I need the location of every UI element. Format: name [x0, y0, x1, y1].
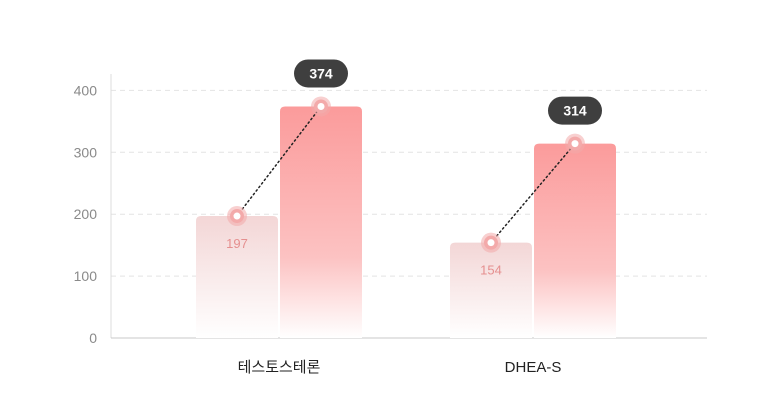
- y-tick-label: 400: [74, 82, 98, 98]
- data-label-before: 154: [480, 263, 502, 278]
- bar-after: [534, 143, 616, 338]
- marker-after: [311, 96, 331, 117]
- marker-dot: [317, 102, 325, 110]
- change-connector: [236, 105, 322, 217]
- data-label-after: 314: [563, 103, 587, 119]
- bars: [196, 106, 616, 338]
- bar-after: [280, 106, 362, 338]
- badge-bg: [294, 59, 348, 88]
- markers: [227, 96, 585, 253]
- bar-before: [196, 216, 278, 338]
- y-tick-label: 300: [74, 144, 98, 160]
- data-label-after: 374: [309, 65, 333, 81]
- x-tick-label: DHEA-S: [505, 359, 562, 376]
- marker-after: [565, 133, 585, 154]
- x-tick-label: 테스토스테론: [238, 359, 321, 376]
- y-tick-label: 0: [89, 330, 97, 346]
- change-connector: [490, 142, 576, 244]
- y-tick-label: 100: [74, 268, 98, 284]
- connectors: [236, 105, 576, 244]
- marker-dot: [571, 140, 579, 148]
- data-label-before: 197: [226, 236, 248, 251]
- labels: 0 100 200 300 400 197 374 테스토스테론 154 314 DHEA-S: [74, 59, 602, 376]
- marker-before: [227, 206, 247, 227]
- badge-bg: [548, 96, 602, 125]
- data-badge-after: 314: [548, 96, 602, 125]
- y-tick-label: 200: [74, 206, 98, 222]
- marker-before: [481, 232, 501, 253]
- marker-dot: [487, 239, 495, 247]
- data-badge-after: 374: [294, 59, 348, 88]
- marker-dot: [233, 212, 241, 220]
- bar-before: [450, 242, 532, 338]
